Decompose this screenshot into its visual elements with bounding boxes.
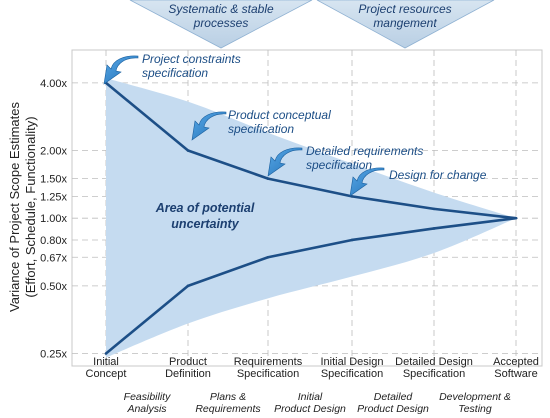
series-0-point-1 xyxy=(186,149,190,152)
series-1-point-0 xyxy=(104,352,108,355)
callout-product-conceptual-line-1: Product conceptual xyxy=(228,108,331,122)
banner-processes: Systematic & stable processes xyxy=(129,0,313,49)
y-tick-label-7: 0.50x xyxy=(40,281,67,293)
series-1-point-4 xyxy=(432,227,436,230)
callout-detailed-requirements-line-1: Detailed requirements xyxy=(306,144,423,158)
phase-label-1-line-0: Plans & xyxy=(210,391,246,403)
callout-arrow-icon xyxy=(103,55,139,85)
y-tick-label-8: 0.25x xyxy=(40,349,67,361)
series-line-0 xyxy=(105,81,517,220)
milestone-label-3-line-0: Initial Design xyxy=(321,356,384,368)
series-1-point-3 xyxy=(350,238,354,242)
phase-label-1-line-1: Requirements xyxy=(195,403,261,415)
y-tick-label-1: 2.00x xyxy=(40,146,67,158)
phase-label-2-line-1: Product Design xyxy=(274,403,346,415)
milestone-label-5-line-1: Software xyxy=(494,368,537,380)
milestone-label-1-line-0: Product xyxy=(169,356,207,368)
banner-processes-line-2: processes xyxy=(193,16,249,30)
series-1-point-1 xyxy=(186,284,190,288)
plot-area-frame xyxy=(71,49,543,367)
phase-label-2-line-0: Initial xyxy=(298,391,323,403)
y-tick-label-5: 0.80x xyxy=(40,235,67,247)
callout-arrow-icon xyxy=(267,147,303,177)
banner-resources: Project resources mangement xyxy=(316,0,495,49)
phase-label-3-line-1: Product Design xyxy=(357,403,429,415)
callout-detailed-requirements-line-2: specification xyxy=(306,158,372,172)
series-0-point-2 xyxy=(266,177,270,180)
series-0-point-3 xyxy=(350,195,354,198)
banner-processes-line-1: Systematic & stable xyxy=(168,2,274,16)
phase-label-4-line-1: Testing xyxy=(458,403,492,415)
callout-arrow-icon xyxy=(191,111,227,141)
milestone-label-4-line-1: Specification xyxy=(403,368,465,380)
y-axis-label-line-2: (Effort, Schedule, Functionality) xyxy=(23,116,38,297)
callout-product-conceptual-line-2: specification xyxy=(228,122,294,136)
y-tick-label-2: 1.50x xyxy=(40,174,67,186)
y-tick-label-4: 1.00x xyxy=(40,213,67,225)
milestone-label-3-line-1: Specification xyxy=(321,368,383,380)
phase-label-0-line-1: Analysis xyxy=(126,403,167,415)
phase-label-3-line-0: Detailed xyxy=(374,391,414,403)
callouts: Project constraints specification Produc… xyxy=(103,52,487,197)
phase-label-4-line-0: Development & xyxy=(439,391,511,403)
area-label-line-1: Area of potential xyxy=(155,201,255,215)
callout-product-conceptual: Product conceptual specification xyxy=(191,108,331,141)
milestone-label-0-line-0: Initial xyxy=(93,356,119,368)
milestone-label-1-line-1: Definition xyxy=(165,368,211,380)
milestone-label-2-line-1: Specification xyxy=(237,368,299,380)
banner-resources-line-1: Project resources xyxy=(358,2,451,16)
area-label-line-2: uncertainty xyxy=(171,217,239,231)
series-line-1 xyxy=(105,216,517,355)
y-tick-label-3: 1.25x xyxy=(40,191,67,203)
series-0-point-4 xyxy=(432,207,436,211)
milestone-label-0-line-1: Concept xyxy=(86,368,127,380)
callout-detailed-requirements: Detailed requirements specification xyxy=(267,144,423,177)
top-banners: Systematic & stable processes Project re… xyxy=(129,0,495,49)
callout-design-for-change: Design for change xyxy=(349,167,487,197)
phase-label-0-line-0: Feasibility xyxy=(124,391,171,403)
callout-arrow-icon xyxy=(349,167,385,197)
callout-project-constraints-line-2: specification xyxy=(142,66,208,80)
y-tick-label-0: 4.00x xyxy=(40,78,67,90)
callout-design-for-change-line-1: Design for change xyxy=(389,168,487,182)
banner-resources-line-2: mangement xyxy=(373,16,437,30)
callout-project-constraints-line-1: Project constraints xyxy=(142,52,241,66)
uncertainty-band xyxy=(106,78,516,358)
y-tick-label-6: 0.67x xyxy=(40,252,67,264)
y-axis-label-line-1: Variance of Project Scope Estimates xyxy=(7,101,22,312)
series-1-point-2 xyxy=(266,255,270,259)
callout-project-constraints: Project constraints specification xyxy=(103,52,241,85)
y-axis: 4.00x 2.00x 1.50x 1.25x 1.00x 0.80x 0.67x 0.50x… xyxy=(40,78,67,361)
milestone-label-4-line-0: Detailed Design xyxy=(395,356,473,368)
milestone-label-2-line-0: Requirements xyxy=(234,356,303,368)
milestone-label-5-line-0: Accepted xyxy=(493,356,539,368)
area-label: Area of potential uncertainty xyxy=(155,201,255,231)
series-1-point-5 xyxy=(514,216,518,220)
y-axis-label: Variance of Project Scope Estimates (Eff… xyxy=(7,101,38,312)
